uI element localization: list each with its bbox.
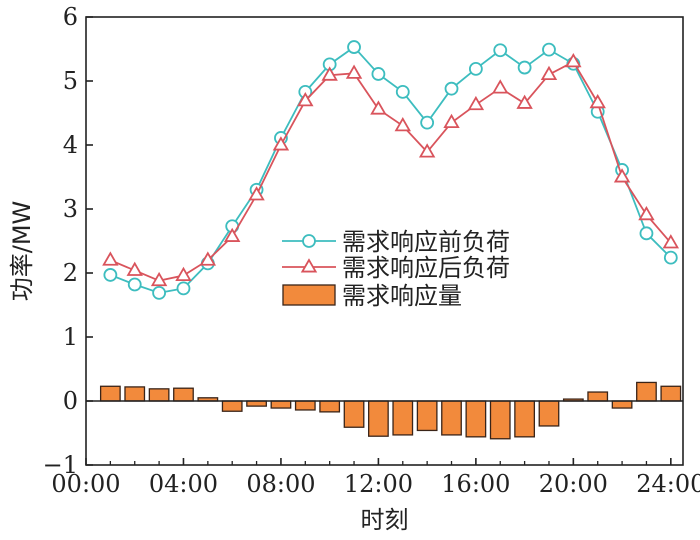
point-after (126, 261, 143, 276)
series-before (103, 40, 678, 300)
point-after (321, 66, 338, 81)
y-tick-label: 3 (63, 195, 78, 223)
response-bar (99, 385, 121, 402)
legend-label-before: 需求响应前负荷 (342, 228, 510, 256)
response-bar (270, 400, 292, 409)
point-before (444, 81, 459, 96)
x-tick-label: 00:00 (51, 470, 120, 498)
legend-label-response: 需求响应量 (342, 282, 462, 310)
response-bar (148, 388, 170, 402)
y-tick-label: 6 (63, 3, 78, 31)
point-after (492, 79, 509, 94)
point-after (297, 92, 314, 107)
x-tick-label: 24:00 (636, 470, 700, 498)
point-after (565, 52, 582, 68)
response-bar (489, 400, 511, 440)
bar-series (99, 381, 682, 440)
line-series (102, 40, 680, 300)
y-tick-label: 2 (63, 259, 78, 287)
series-after (102, 52, 680, 287)
y-tick-label: −1 (43, 451, 78, 479)
point-before (127, 277, 142, 292)
legend-swatch-response (282, 284, 336, 306)
x-tick-label: 20:00 (539, 470, 608, 498)
legend-marker-after (300, 258, 318, 273)
plot-frame (85, 16, 684, 466)
response-bar (538, 400, 560, 427)
point-after (272, 136, 290, 151)
point-before (639, 226, 654, 241)
legend-label-after: 需求响应后负荷 (342, 254, 510, 282)
x-tick-label: 12:00 (344, 470, 413, 498)
x-axis-ticks: 00:00 04:00 08:00 12:00 16:00 20:00 24:00 (51, 458, 700, 498)
point-after (467, 95, 485, 111)
point-before (103, 268, 118, 282)
response-bar (124, 386, 146, 402)
point-after (248, 186, 265, 201)
point-after (102, 251, 119, 266)
point-after (443, 113, 460, 129)
y-tick-label: 0 (63, 387, 78, 415)
point-after (516, 94, 533, 109)
point-after (394, 116, 411, 132)
point-before (493, 43, 508, 58)
response-bar (221, 400, 243, 412)
point-after (613, 168, 631, 183)
response-bar (587, 391, 609, 402)
point-after (199, 251, 217, 266)
response-bar (611, 400, 633, 409)
point-before (420, 115, 435, 130)
x-tick-label: 16:00 (441, 470, 510, 498)
point-before (152, 285, 167, 300)
legend: 需求响应前负荷 需求响应后负荷 需求响应量 (282, 228, 510, 310)
point-before (468, 61, 483, 76)
x-axis-title: 时刻 (361, 506, 409, 534)
point-before (176, 281, 191, 296)
y-tick-label: 4 (63, 131, 78, 159)
response-bar (368, 400, 389, 437)
response-bar (319, 400, 341, 413)
response-bar (660, 385, 682, 402)
point-after (223, 227, 241, 242)
point-after (345, 64, 363, 79)
x-tick-label: 08:00 (246, 470, 315, 498)
point-before (663, 250, 678, 265)
point-before (395, 84, 410, 99)
point-after (150, 271, 168, 287)
point-before (371, 67, 386, 81)
point-after (175, 266, 192, 282)
response-bar (441, 400, 462, 436)
response-bar (465, 400, 487, 438)
point-after (589, 93, 606, 109)
response-bar (392, 400, 414, 436)
y-tick-label: 1 (63, 323, 78, 351)
point-before (542, 42, 556, 57)
response-bar (636, 381, 657, 402)
point-after (662, 234, 680, 249)
point-after (540, 65, 558, 81)
legend-marker-before (302, 234, 316, 248)
response-bar (416, 400, 438, 432)
point-after (638, 205, 655, 221)
response-bar (294, 400, 316, 411)
point-before (347, 40, 361, 54)
point-before (517, 60, 532, 75)
response-bar (343, 400, 365, 428)
x-tick-label: 04:00 (149, 470, 218, 498)
point-after (418, 143, 436, 158)
y-axis-title: 功率/MW (8, 201, 36, 302)
y-axis-ticks: −1 0 1 2 3 4 5 6 (43, 3, 93, 479)
response-bar (173, 387, 194, 402)
response-bar (514, 400, 536, 438)
point-after (370, 100, 387, 115)
y-tick-label: 5 (63, 67, 78, 95)
